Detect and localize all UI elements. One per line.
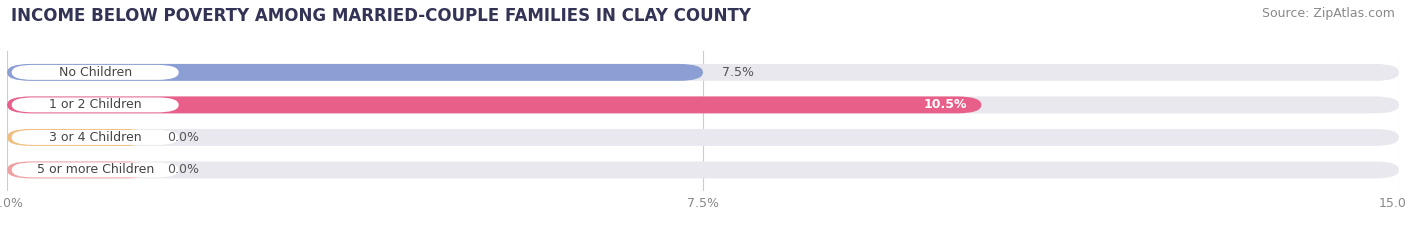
Text: 5 or more Children: 5 or more Children (37, 163, 153, 176)
FancyBboxPatch shape (11, 130, 179, 145)
Text: No Children: No Children (59, 66, 132, 79)
FancyBboxPatch shape (7, 161, 149, 178)
Text: 10.5%: 10.5% (924, 98, 967, 111)
Text: 1 or 2 Children: 1 or 2 Children (49, 98, 142, 111)
FancyBboxPatch shape (11, 97, 179, 112)
FancyBboxPatch shape (7, 64, 1399, 81)
Text: 0.0%: 0.0% (167, 163, 200, 176)
FancyBboxPatch shape (11, 162, 179, 177)
FancyBboxPatch shape (7, 161, 1399, 178)
Text: INCOME BELOW POVERTY AMONG MARRIED-COUPLE FAMILIES IN CLAY COUNTY: INCOME BELOW POVERTY AMONG MARRIED-COUPL… (11, 7, 751, 25)
Text: Source: ZipAtlas.com: Source: ZipAtlas.com (1261, 7, 1395, 20)
Text: 3 or 4 Children: 3 or 4 Children (49, 131, 142, 144)
Text: 7.5%: 7.5% (721, 66, 754, 79)
FancyBboxPatch shape (7, 96, 981, 113)
FancyBboxPatch shape (7, 64, 703, 81)
Text: 0.0%: 0.0% (167, 131, 200, 144)
FancyBboxPatch shape (7, 129, 1399, 146)
FancyBboxPatch shape (7, 96, 1399, 113)
FancyBboxPatch shape (11, 65, 179, 80)
FancyBboxPatch shape (7, 129, 149, 146)
